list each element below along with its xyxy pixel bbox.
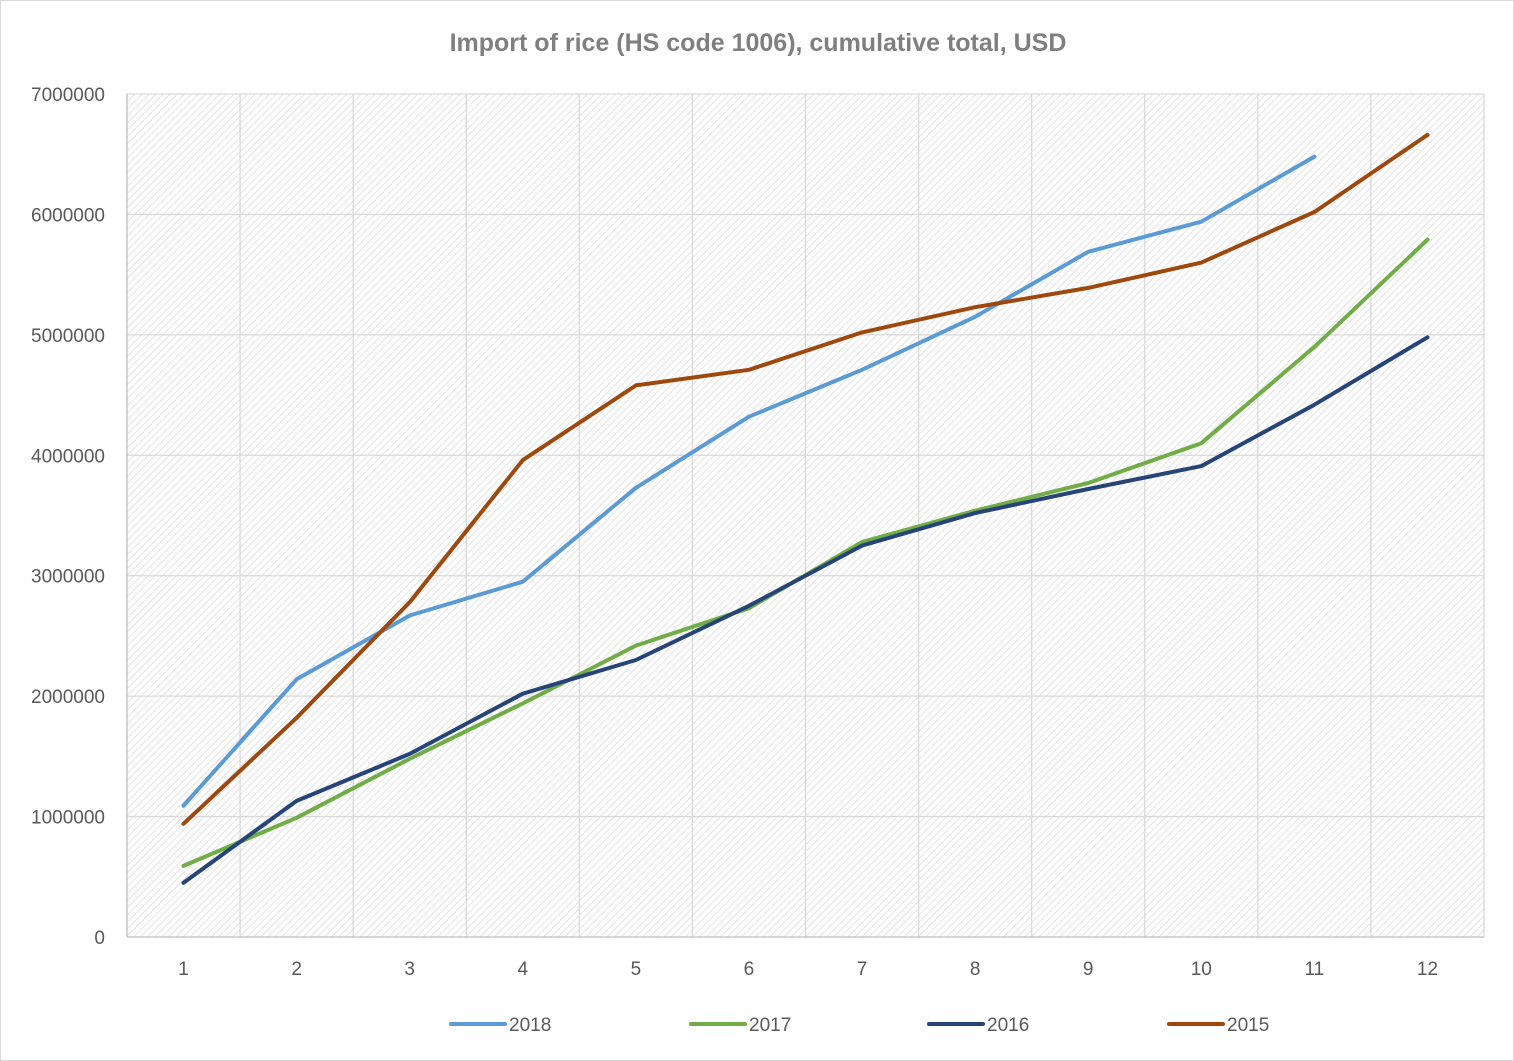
legend-label-2016: 2016	[987, 1015, 1029, 1036]
x-tick-label: 8	[970, 959, 981, 980]
series-line-2016	[181, 335, 1430, 885]
x-tick-label: 9	[1083, 959, 1094, 980]
x-tick-label: 12	[1417, 959, 1438, 980]
x-tick-label: 6	[744, 959, 755, 980]
legend: 2018 2017 2016 2015	[449, 1015, 1269, 1036]
x-tick-label: 10	[1191, 959, 1212, 980]
chart-title: Import of rice (HS code 1006), cumulativ…	[450, 29, 1067, 57]
x-tick-label: 2	[291, 959, 302, 980]
x-tick-label: 7	[857, 959, 868, 980]
y-tick-label: 0	[94, 928, 105, 949]
legend-label-2015: 2015	[1227, 1015, 1269, 1036]
y-tick-label: 1000000	[31, 808, 105, 829]
x-tick-label: 3	[404, 959, 415, 980]
series-lines	[181, 132, 1430, 885]
y-tick-label: 2000000	[31, 687, 105, 708]
y-tick-label: 5000000	[31, 326, 105, 347]
x-tick-label: 1	[178, 959, 189, 980]
y-tick-label: 3000000	[31, 567, 105, 588]
series-line-2018	[181, 154, 1317, 808]
series-line-2015	[181, 132, 1430, 826]
x-tick-label: 4	[518, 959, 529, 980]
legend-label-2018: 2018	[509, 1015, 551, 1036]
legend-label-2017: 2017	[749, 1015, 791, 1036]
x-axis-ticks: 1 2 3 4 5 6 7 8 9 10 11 12	[178, 959, 1438, 980]
y-axis-ticks: 0 1000000 2000000 3000000 4000000 5000000 6000…	[31, 85, 105, 949]
y-tick-label: 7000000	[31, 85, 105, 106]
y-tick-label: 4000000	[31, 446, 105, 467]
gridlines	[126, 93, 1485, 938]
x-tick-label: 5	[631, 959, 642, 980]
x-tick-label: 11	[1305, 959, 1325, 980]
y-tick-label: 6000000	[31, 205, 105, 226]
